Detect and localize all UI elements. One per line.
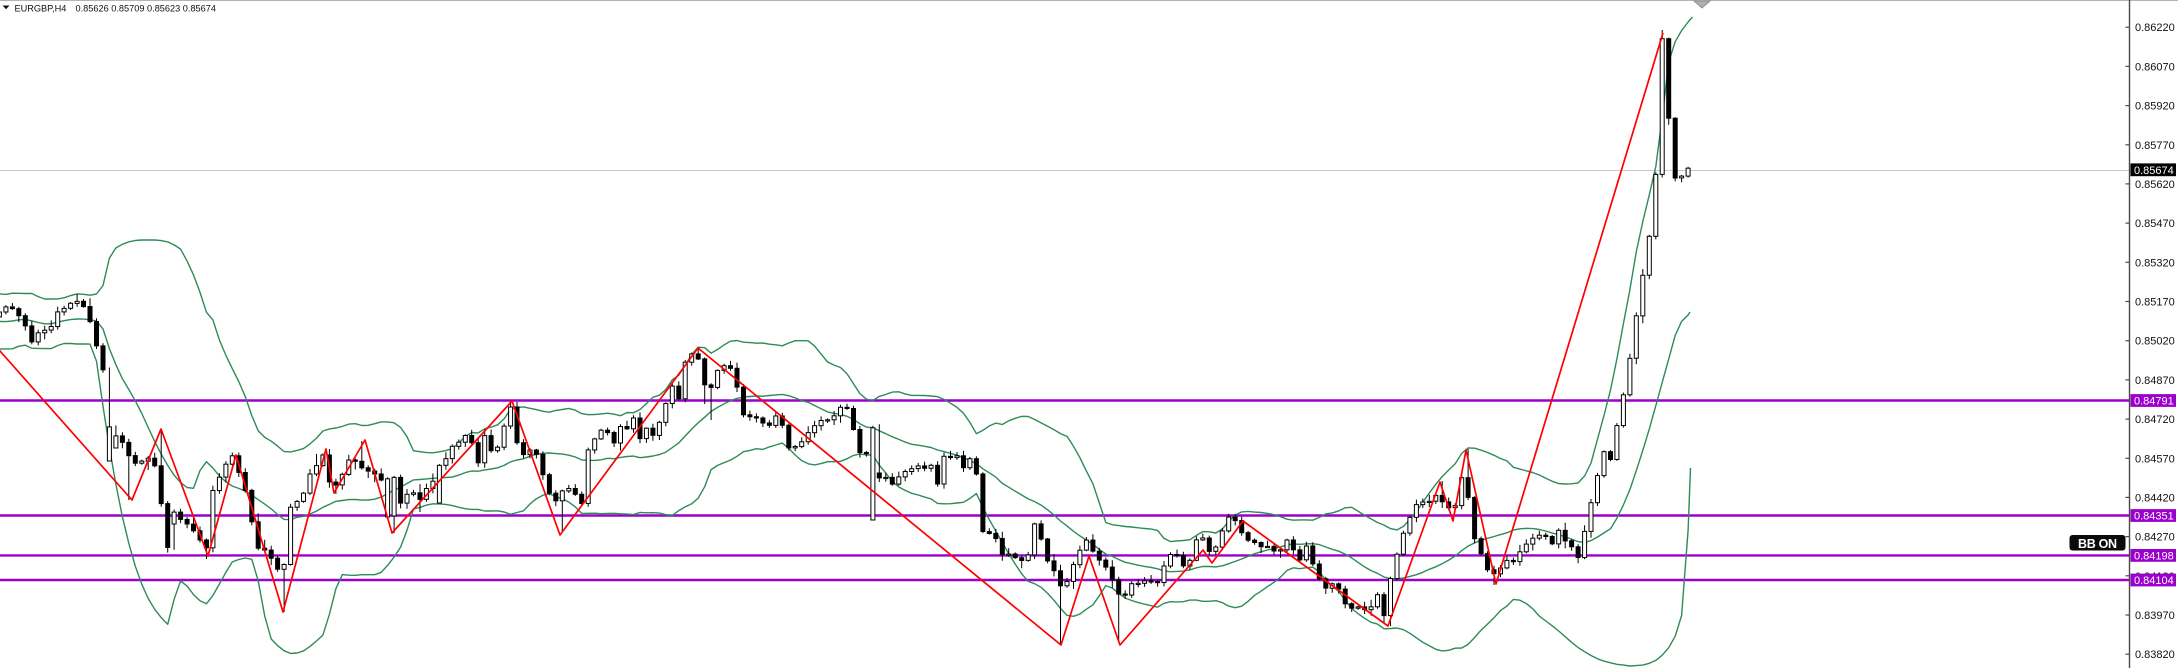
svg-text:0.84720: 0.84720	[2135, 414, 2175, 426]
svg-text:0.85320: 0.85320	[2135, 257, 2175, 269]
svg-text:0.85626 0.85709 0.85623 0.8567: 0.85626 0.85709 0.85623 0.85674	[76, 3, 217, 13]
svg-text:0.85170: 0.85170	[2135, 297, 2175, 309]
svg-text:0.85620: 0.85620	[2135, 179, 2175, 191]
svg-text:0.85920: 0.85920	[2135, 101, 2175, 113]
svg-text:0.84570: 0.84570	[2135, 453, 2175, 465]
svg-text:0.86070: 0.86070	[2135, 61, 2175, 73]
svg-text:0.86220: 0.86220	[2135, 22, 2175, 34]
svg-text:0.84104: 0.84104	[2134, 575, 2174, 587]
svg-text:0.83820: 0.83820	[2135, 649, 2175, 661]
svg-text:0.85020: 0.85020	[2135, 336, 2175, 348]
svg-text:0.84351: 0.84351	[2134, 511, 2174, 523]
svg-text:0.85770: 0.85770	[2135, 140, 2175, 152]
svg-text:0.84420: 0.84420	[2135, 492, 2175, 504]
svg-text:0.85674: 0.85674	[2134, 165, 2174, 177]
svg-text:BB ON: BB ON	[2078, 537, 2117, 551]
svg-text:0.83970: 0.83970	[2135, 610, 2175, 622]
svg-text:0.85470: 0.85470	[2135, 218, 2175, 230]
svg-text:EURGBP,H4: EURGBP,H4	[15, 3, 67, 13]
svg-text:0.84198: 0.84198	[2134, 550, 2174, 562]
svg-text:0.84270: 0.84270	[2135, 532, 2175, 544]
svg-text:0.84870: 0.84870	[2135, 375, 2175, 387]
svg-text:0.84791: 0.84791	[2134, 396, 2174, 408]
